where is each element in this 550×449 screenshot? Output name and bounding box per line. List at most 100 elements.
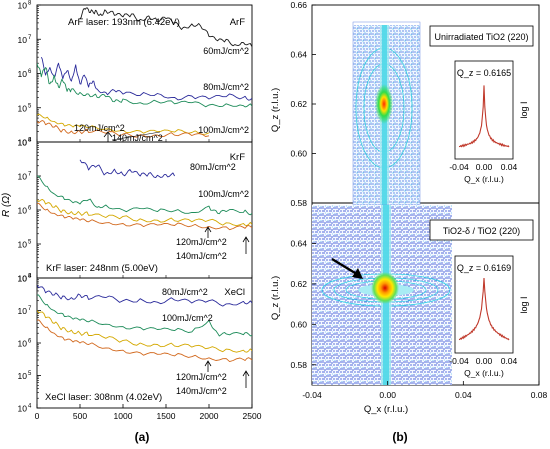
b-upper-ytick-label-4: 0.66 [290, 0, 307, 10]
krf-arrow-1 [204, 226, 212, 238]
upper-inset: Q_z = 0.6165 log I -0.04 0.00 0.04 Q_x (… [449, 60, 529, 184]
panel-a-frame [36, 4, 253, 409]
xecl-gas-label: XeCl [224, 287, 245, 298]
a-arf-ytick-exp-4: 8 [28, 1, 32, 7]
lower-inset-xtick-2: 0.04 [501, 356, 518, 366]
panel-b-ticks: -0.04 0.00 0.04 0.08 0.58 0.60 0.62 0.64 0.66 0.5… [290, 0, 547, 400]
a-xecl-ytick-label-2: 10 [18, 339, 28, 349]
b-x-axis-label: Q_x (r.l.u.) [364, 404, 408, 415]
xecl-annot-100: 100mJ/cm^2 [162, 313, 213, 323]
xecl-annot-80: 80mJ/cm^2 [162, 287, 208, 297]
upper-inset-xtick-2: 0.04 [501, 162, 518, 172]
a-xecl-series-1 [37, 294, 252, 337]
krf-y-axis-label: R (Ω) [1, 193, 12, 217]
a-krf-ytick-exp-4: 8 [28, 138, 32, 144]
a-krf-series-0 [79, 159, 175, 179]
arf-annot-60: 60mJ/cm^2 [203, 46, 249, 56]
a-krf-ytick-label-1: 10 [18, 240, 28, 250]
a-xecl-ytick-label-1: 10 [18, 371, 28, 381]
a-krf-series-1 [37, 175, 252, 216]
b-lower-ytick-label-3: 0.64 [290, 238, 307, 248]
arf-title: ArF laser: 193nm (6.42eV) [68, 17, 180, 28]
krf-annot-140: 140mJ/cm^2 [176, 251, 227, 261]
b-upper-ytick-label-3: 0.64 [290, 50, 307, 60]
krf-series [37, 159, 252, 231]
a-krf-ytick-label-2: 10 [18, 206, 28, 216]
krf-annot-120: 120mJ/cm^2 [176, 237, 227, 247]
a-xecl-series-3 [37, 319, 252, 363]
a-xecl-ytick-label-4: 10 [18, 274, 28, 284]
arf-series [37, 7, 252, 138]
b-xtick-label-2: 0.04 [455, 390, 472, 400]
arf-annot-140: 140mJ/cm^2 [112, 133, 163, 143]
lower-legend: TiO2-δ / TiO2 (220) [443, 226, 520, 236]
xecl-xtick-label-3: 1500 [157, 411, 176, 421]
lower-legend-box [429, 219, 534, 241]
b-xtick-label-1: 0.00 [379, 390, 396, 400]
arf-annot-80: 80mJ/cm^2 [203, 82, 249, 92]
a-xecl-ytick-exp-1: 5 [28, 371, 32, 377]
krf-annot-80: 80mJ/cm^2 [190, 162, 236, 172]
a-xecl-ytick-label-0: 10 [18, 404, 28, 414]
lower-y-axis-label: Q_z (r.l.u.) [270, 276, 281, 320]
upper-inset-xtick-0: -0.04 [449, 162, 469, 172]
a-arf-series-2 [37, 63, 252, 108]
b-xtick-label-0: -0.04 [302, 390, 322, 400]
xecl-xtick-label-5: 2500 [243, 411, 262, 421]
lower-inset-xtick-1: 0.00 [476, 356, 493, 366]
xecl-series [37, 284, 252, 363]
a-xecl-ytick-exp-4: 8 [28, 274, 32, 280]
a-arf-ytick-label-0: 10 [18, 138, 28, 148]
krf-gas-label: KrF [230, 152, 246, 163]
lower-inset: Q_z = 0.6169 log I -0.04 0.00 0.04 Q_x (… [449, 255, 529, 378]
b-lower-ytick-label-1: 0.60 [290, 319, 307, 329]
arf-annot-100: 100mJ/cm^2 [198, 125, 249, 135]
arf-arrow [103, 131, 113, 142]
lower-inset-xlabel: Q_x (r.l.u.) [464, 368, 504, 378]
a-arf-ytick-label-1: 10 [18, 103, 28, 113]
krf-annot-100: 100mJ/cm^2 [198, 189, 249, 199]
feature-arrowhead [352, 268, 363, 279]
xecl-xtick-label-1: 500 [73, 411, 87, 421]
xecl-xtick-label-2: 1000 [114, 411, 133, 421]
a-arf-ytick-exp-1: 5 [28, 103, 32, 109]
a-arf-ytick-label-4: 10 [18, 1, 28, 11]
a-xecl-series-2 [37, 310, 252, 353]
a-arf-series-3 [37, 113, 210, 135]
b-upper-ytick-label-1: 0.60 [290, 149, 307, 159]
upper-rsm-map [353, 25, 420, 205]
a-xecl-ytick-exp-3: 7 [28, 306, 32, 312]
a-arf-ytick-exp-0: 4 [28, 138, 32, 144]
b-lower-ytick-label-0: 0.58 [290, 360, 307, 370]
a-xecl-series-0 [37, 284, 252, 307]
upper-inset-profile [458, 85, 510, 148]
krf-title: KrF laser: 248nm (5.00eV) [46, 263, 158, 274]
panel-b: -0.04 0.00 0.04 0.08 0.58 0.60 0.62 0.64 0.66 0.5… [270, 0, 548, 444]
upper-inset-xtick-1: 0.00 [476, 162, 493, 172]
a-krf-ytick-label-3: 10 [18, 172, 28, 182]
upper-inset-xlabel: Q_x (r.l.u.) [464, 174, 504, 184]
xecl-xtick-label-0: 0 [35, 411, 40, 421]
panel-a: 10 410 510 610 710 810 410 510 610 710 810 410 510 61… [1, 1, 262, 445]
b-upper-ytick-label-2: 0.62 [290, 99, 307, 109]
panel-a-ticks: 10 410 510 610 710 810 410 510 610 710 810 410 510 61… [18, 1, 262, 422]
a-krf-ytick-label-0: 10 [18, 274, 28, 284]
a-arf-series-0 [79, 7, 252, 48]
a-krf-series-2 [37, 198, 252, 227]
arf-gas-label: ArF [230, 17, 246, 28]
a-krf-ytick-exp-3: 7 [28, 172, 32, 178]
b-xtick-label-3: 0.08 [531, 390, 548, 400]
lower-inset-xtick-0: -0.04 [449, 356, 469, 366]
arf-annot-120: 120mJ/cm^2 [74, 123, 125, 133]
lower-inset-ylabel: log I [519, 296, 529, 313]
xecl-arrow-2 [242, 370, 250, 388]
xecl-xtick-label-4: 2000 [200, 411, 219, 421]
a-arf-ytick-label-2: 10 [18, 69, 28, 79]
a-xecl-ytick-label-3: 10 [18, 306, 28, 316]
upper-inset-ylabel: log I [519, 101, 529, 118]
upper-y-axis-label: Q_z (r.l.u.) [270, 88, 281, 132]
a-krf-ytick-exp-1: 5 [28, 240, 32, 246]
a-xecl-ytick-exp-0: 4 [28, 404, 32, 410]
xecl-title: XeCl laser: 308nm (4.02eV) [45, 392, 162, 403]
